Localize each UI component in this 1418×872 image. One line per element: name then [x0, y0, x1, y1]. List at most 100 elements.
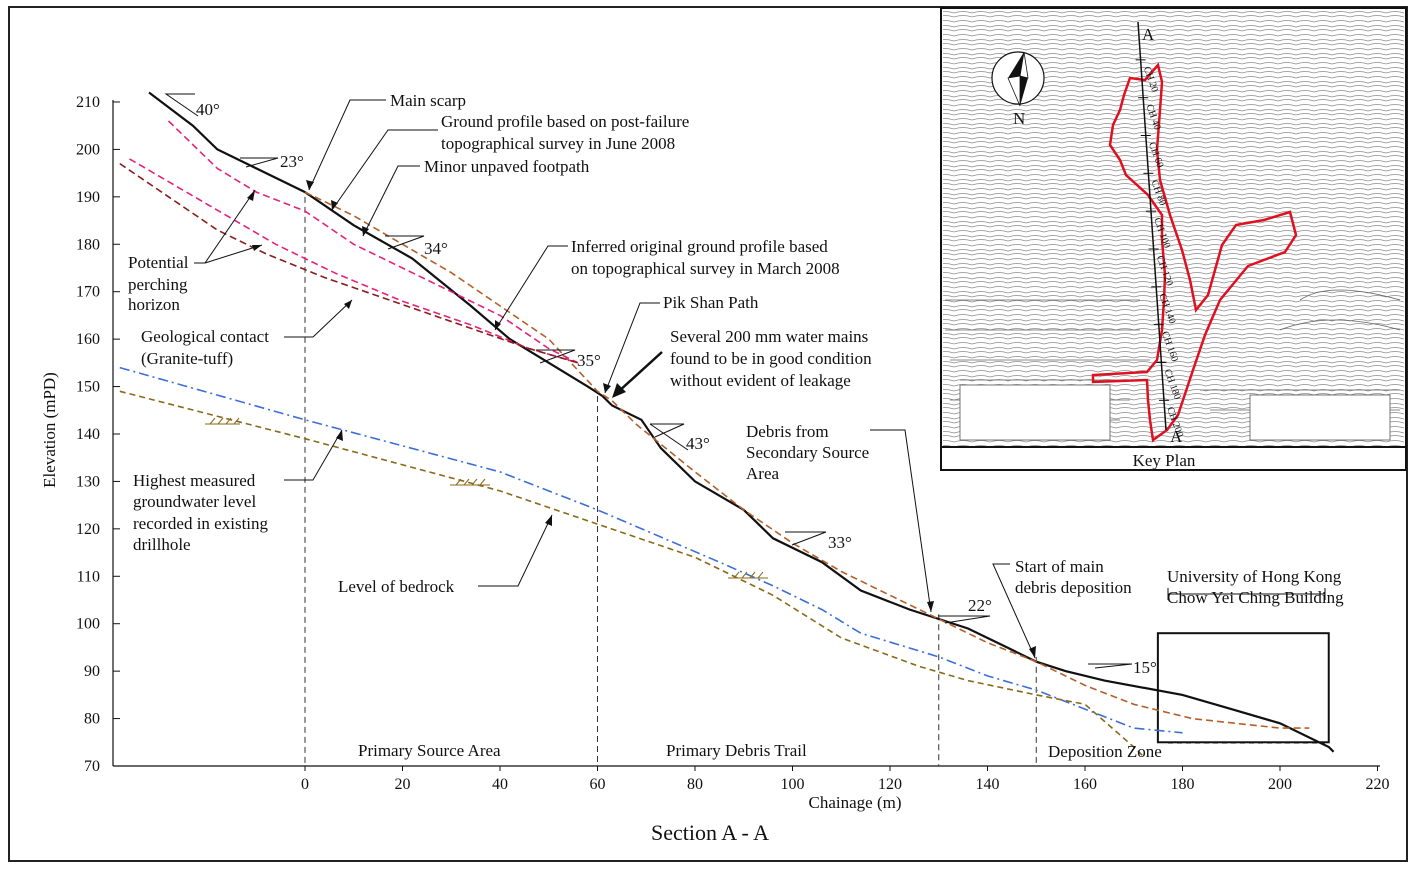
bedrock-hatches [205, 417, 768, 579]
x-tick-label: 220 [1366, 776, 1390, 793]
arrowhead [927, 601, 934, 612]
water-mains-arrow [617, 351, 663, 393]
bedrock-hatch [205, 417, 240, 425]
angle-symbol [649, 423, 689, 451]
arrowhead [331, 200, 338, 210]
x-tick-label: 100 [781, 776, 805, 793]
arrowhead [344, 300, 352, 309]
building-outline [1156, 632, 1330, 744]
zone-deposition: Deposition Zone [1048, 742, 1162, 761]
label-perching-3: horizon [128, 295, 180, 314]
water-mains-arrowhead [612, 383, 626, 398]
y-tick-label: 120 [76, 521, 100, 538]
arrowhead [336, 430, 343, 441]
label-footpath: Minor unpaved footpath [424, 157, 590, 176]
key-plan-caption: Key Plan [1133, 451, 1196, 470]
angle-23: 23° [280, 152, 304, 171]
key-plan-building [1249, 394, 1391, 441]
arrowhead [252, 245, 262, 251]
y-tick-label: 100 [76, 616, 100, 633]
leader-bedrock [478, 514, 553, 587]
label-debris-3: Area [746, 464, 779, 483]
label-debris-2: Secondary Source [746, 443, 869, 462]
leader-post-failure [331, 129, 438, 211]
label-inferred-2: on topographical survey in March 2008 [571, 259, 840, 278]
landslide-boundary [1091, 62, 1298, 443]
leader-footpath [362, 165, 420, 237]
angle-symbol [785, 531, 827, 546]
y-tick-label: 150 [76, 379, 100, 396]
arrowhead [306, 180, 314, 190]
label-perching-2: perching [128, 275, 188, 294]
label-uni-1: University of Hong Kong [1167, 567, 1342, 586]
label-water-2: found to be in good condition [670, 349, 872, 368]
y-axis-label: Elevation (mPD) [40, 372, 59, 488]
y-tick-label: 170 [76, 284, 100, 301]
label-gw-3: recorded in existing [133, 514, 269, 533]
leader-inferred [494, 245, 568, 331]
angle-symbol [240, 157, 279, 168]
label-gw-4: drillhole [133, 535, 191, 554]
zone-primary-source: Primary Source Area [358, 741, 501, 760]
arrowhead [1029, 646, 1036, 658]
angle-symbol [1088, 663, 1133, 669]
angle-symbol [164, 93, 199, 117]
angle-34: 34° [424, 239, 448, 258]
angle-22: 22° [968, 596, 992, 615]
x-tick-label: 60 [590, 776, 606, 793]
label-water-1: Several 200 mm water mains [670, 327, 868, 346]
arrowhead [495, 320, 501, 330]
angle-symbol [536, 349, 576, 364]
label-gw-1: Highest measured [133, 471, 256, 490]
arrowhead [247, 190, 255, 201]
x-tick-label: 180 [1171, 776, 1195, 793]
leader-pik-shan [604, 302, 660, 394]
y-tick-label: 90 [84, 663, 100, 680]
label-pik-shan: Pik Shan Path [663, 293, 759, 312]
axes: 70 80 90 100 110 120 130 140 150 160 170 180 190 200 2… [40, 94, 1390, 812]
y-tick-label: 190 [76, 189, 100, 206]
leader-perching [194, 189, 263, 264]
zone-primary-trail: Primary Debris Trail [666, 741, 807, 760]
label-contact-2: (Granite-tuff) [141, 349, 233, 368]
label-perching-1: Potential [128, 253, 189, 272]
y-tick-label: 180 [76, 236, 100, 253]
series-line-1 [304, 191, 1310, 729]
y-ticks: 70 80 90 100 110 120 130 140 150 160 170 180 190 200 2… [76, 94, 120, 775]
x-axis-label: Chainage (m) [809, 793, 902, 812]
y-tick-label: 110 [77, 568, 100, 585]
leader-arrowheads [247, 180, 1036, 658]
arrowhead [545, 515, 552, 526]
section-label-end: A [1170, 427, 1183, 446]
x-tick-label: 200 [1268, 776, 1292, 793]
label-debris-1: Debris from [746, 422, 829, 441]
series-line-3 [129, 158, 579, 364]
series-line-2 [167, 120, 579, 364]
x-tick-label: 40 [492, 776, 508, 793]
series-line-5 [119, 366, 1183, 734]
y-tick-label: 130 [76, 473, 100, 490]
label-water-3: without evident of leakage [670, 371, 851, 390]
label-bedrock: Level of bedrock [338, 577, 455, 596]
angle-symbol [385, 235, 425, 250]
angle-33: 33° [828, 533, 852, 552]
label-main-scarp: Main scarp [390, 91, 466, 110]
leader-contact [284, 299, 353, 338]
leader-lines [194, 99, 1036, 659]
bedrock-hatch [728, 571, 768, 579]
leader-start-deposition [992, 563, 1036, 659]
y-tick-label: 210 [76, 94, 100, 111]
x-tick-label: 160 [1073, 776, 1097, 793]
y-tick-label: 70 [84, 758, 100, 775]
angle-symbol [938, 615, 991, 624]
angle-43: 43° [686, 434, 710, 453]
angle-symbols [164, 93, 1133, 669]
y-tick-label: 80 [84, 711, 100, 728]
x-tick-label: 140 [976, 776, 1000, 793]
label-start-1: Start of main [1015, 557, 1104, 576]
leader-main-scarp [308, 99, 386, 191]
x-tick-label: 80 [687, 776, 703, 793]
zone-separators [304, 196, 1037, 766]
